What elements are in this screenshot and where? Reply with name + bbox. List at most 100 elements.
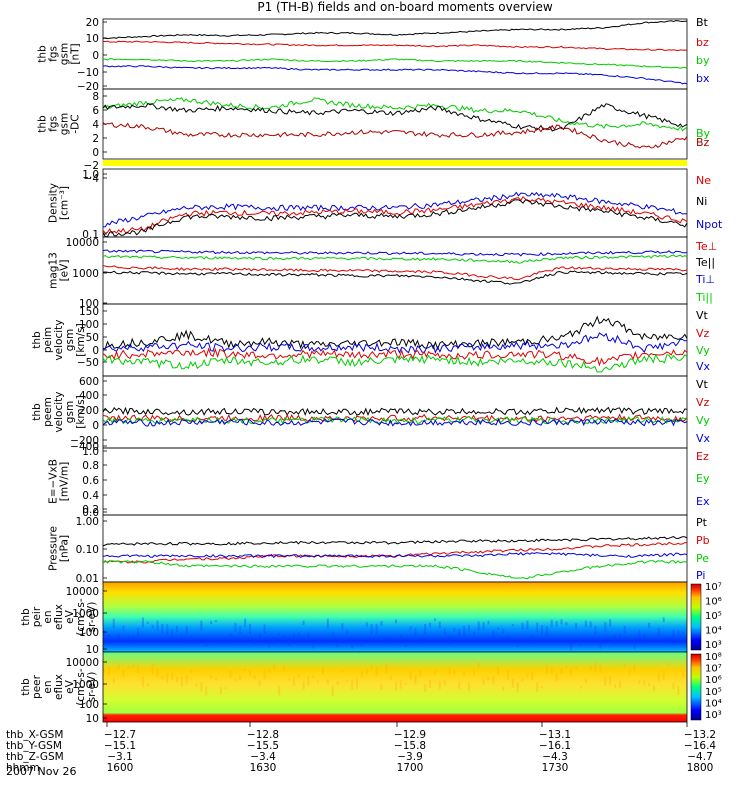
spectrogram-texture (346, 629, 349, 635)
y-axis-label-line: [km/s] (75, 323, 87, 357)
spectrogram-texture (652, 638, 655, 642)
y-axis-label-line: gsm (64, 401, 76, 423)
spectrogram-texture (614, 683, 616, 689)
y-tick-label: 0.0 (82, 507, 99, 519)
spectrogram-texture (249, 623, 251, 634)
y-axis-label-line: [nT] (70, 43, 82, 64)
colorbar (690, 653, 702, 721)
y-axis-label: Density [cm⁻³] (48, 183, 71, 223)
legend-entry-te: Te|| (695, 256, 715, 269)
y-tick-label: 10 (86, 33, 99, 45)
y-tick-label: 0.6 (82, 475, 99, 487)
spectrogram-texture (263, 670, 266, 680)
spectrogram-texture (541, 624, 543, 635)
spectrogram-texture (536, 682, 539, 692)
spectrogram-texture (497, 666, 500, 675)
y-tick-label: 6 (92, 105, 99, 117)
spectrogram-texture (472, 669, 475, 676)
spectrogram-texture (287, 678, 290, 681)
colorbar-tick-label: 10³ (705, 710, 722, 721)
x-axis-value: 1800 (687, 762, 714, 774)
series-line-bx (102, 65, 688, 85)
spectrogram-texture (667, 636, 670, 642)
spectrogram-texture (190, 669, 193, 673)
spectrogram-texture (399, 680, 402, 689)
spectrogram-texture (560, 668, 563, 675)
panel-3: 1.0 0.1 Density [cm⁻³] Ne Ni Npot (48, 168, 723, 241)
spectrogram-texture (463, 671, 466, 676)
y-axis-label-line: peir (31, 606, 43, 627)
spectrogram-texture (171, 673, 174, 681)
y-axis-label-line: velocity (53, 319, 65, 360)
spectrogram-texture (224, 686, 227, 689)
spectrogram-texture (156, 620, 159, 631)
spectrogram-texture (253, 675, 256, 680)
series-line-pe (102, 559, 688, 580)
y-tick-label: 10 (86, 644, 99, 656)
spectrogram-texture (326, 618, 329, 629)
spectrogram-texture (351, 639, 354, 649)
legend-entry-pt: Pt (696, 516, 708, 529)
x-axis-value: −4.3 (542, 751, 568, 763)
spectrogram-texture (103, 669, 105, 673)
spectrogram-texture (419, 669, 422, 677)
y-axis-label: mag13 [eV] (48, 252, 71, 289)
spectrogram-texture (604, 676, 607, 686)
colorbar-tick-label: 10⁶ (705, 597, 722, 608)
y-tick-label: 8 (92, 91, 99, 103)
spectrogram-texture (346, 679, 349, 682)
spectrogram-texture (623, 663, 626, 667)
spectrogram-texture (297, 673, 300, 678)
y-axis-label-line: gsm (59, 113, 71, 135)
y-axis-label-line: [cm⁻³] (59, 186, 71, 220)
spectrogram-texture (180, 676, 183, 687)
y-tick-label: 10000 (66, 237, 99, 249)
series-line-vt (102, 406, 688, 417)
y-axis-label-line: eV (64, 679, 76, 693)
spectrogram-texture (258, 680, 261, 687)
colorbar-tick-label: 10⁴ (705, 698, 722, 709)
colorbar-tick-label: 10⁷ (705, 582, 722, 593)
spectrogram-texture (307, 675, 310, 686)
x-axis-labels: thb_X-GSM −12.7 −12.8 −12.9 −13.1 −13.2 thb_Y-… (6, 722, 716, 774)
y-axis-label-line: gsm (64, 329, 76, 351)
legend-entry-pi: Pi (696, 569, 705, 582)
y-axis-label-line: thb (31, 403, 43, 421)
y-axis-label-line: thb (37, 115, 49, 133)
y-axis-label-line: E=−VxB (48, 459, 60, 504)
spectrogram-texture (278, 685, 281, 696)
series-line-ti (102, 249, 688, 257)
spectrogram-texture (161, 623, 164, 633)
spectrogram-texture (584, 678, 587, 684)
spectrogram-texture (166, 624, 169, 634)
spectrogram-texture (331, 685, 334, 696)
x-axis-value: −12.8 (247, 729, 279, 741)
spectrogram-texture (477, 662, 480, 668)
y-tick-label: −20 (77, 81, 99, 93)
panel-8: 1.00 0.10 0.01 Pressure [nPa] Pt Pb Pe Pi (48, 514, 710, 585)
series-line-ni (102, 199, 688, 238)
spectrogram-texture (166, 673, 169, 684)
spectrogram-texture (516, 638, 519, 648)
spectrogram-texture (472, 631, 475, 635)
spectrogram-texture (541, 686, 543, 689)
y-axis-label-line: Density (48, 183, 60, 223)
spectrogram-texture (438, 621, 441, 629)
spectrogram-texture (672, 683, 675, 689)
spectrogram-texture (579, 637, 582, 647)
spectrogram-texture (234, 623, 237, 632)
spectrogram-texture (360, 670, 363, 678)
series-line-te (102, 270, 688, 285)
spectrogram-texture (302, 681, 305, 690)
spectrogram-texture (365, 622, 368, 627)
spectrogram-texture (648, 622, 651, 628)
y-tick-label: 600 (79, 376, 99, 388)
spectrogram-texture (448, 668, 451, 674)
y-tick-label: 0 (92, 420, 99, 432)
y-tick-label: 150 (79, 306, 99, 318)
spectrogram-texture (565, 621, 568, 626)
spectrogram-texture (516, 682, 519, 693)
spectrogram-texture (219, 686, 222, 695)
spectrogram-texture (341, 669, 344, 673)
